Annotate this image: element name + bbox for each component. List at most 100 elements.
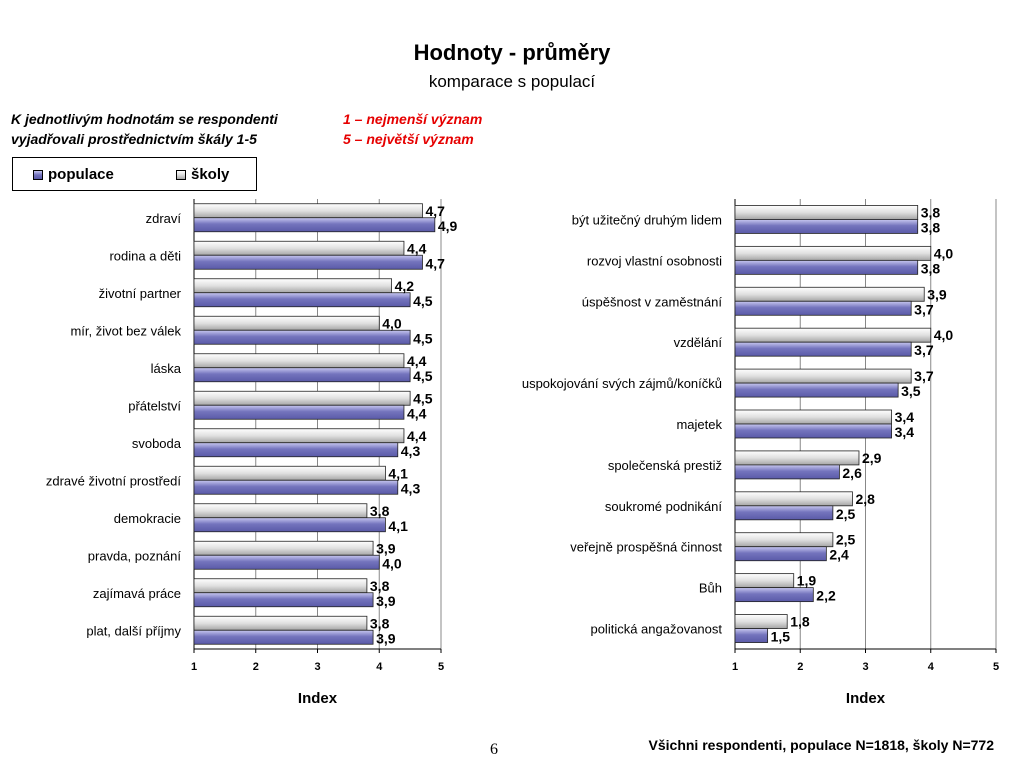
- category-label-left: životní partner: [99, 286, 182, 301]
- scale-note-right-line1: 1 – nejmenší význam: [343, 111, 483, 127]
- category-label-left: zajímavá práce: [93, 586, 181, 601]
- scale-note-left: K jednotlivým hodnotám se respondenti vy…: [11, 109, 333, 149]
- category-label-left: svoboda: [132, 436, 182, 451]
- bar-populace-right: [734, 341, 912, 357]
- legend-item-populace: populace: [33, 166, 114, 183]
- bar-skoly-left: [193, 390, 411, 406]
- category-label-left: pravda, poznání: [88, 548, 182, 563]
- x-tick-label-left: 5: [438, 661, 444, 673]
- category-label-left: zdravé životní prostředí: [46, 473, 182, 488]
- bar-populace-right: [734, 219, 919, 234]
- category-label-right: společenská prestiž: [608, 458, 722, 473]
- category-label-left: zdraví: [146, 211, 182, 226]
- scale-note-right-line2: 5 – největší význam: [343, 131, 474, 147]
- bar-skoly-left: [193, 615, 368, 631]
- category-label-right: vzdělání: [674, 335, 723, 350]
- category-label-right: úspěšnost v zaměstnání: [582, 294, 723, 309]
- category-label-right: Bůh: [699, 581, 722, 596]
- data-label-populace-left: 4,9: [438, 218, 458, 234]
- x-tick-label-right: 2: [797, 661, 803, 673]
- data-label-skoly-left: 4,5: [413, 390, 433, 406]
- data-label-skoly-right: 3,7: [914, 368, 934, 384]
- x-axis-title-right: Index: [846, 690, 886, 707]
- x-tick-label-right: 1: [732, 661, 738, 673]
- legend-item-skoly: školy: [176, 166, 229, 183]
- data-label-skoly-right: 2,9: [862, 450, 882, 466]
- data-label-skoly-right: 3,4: [895, 409, 915, 425]
- bar-populace-left: [193, 592, 374, 608]
- data-label-skoly-left: 3,8: [370, 578, 390, 594]
- category-label-right: uspokojování svých zájmů/koníčků: [522, 376, 722, 391]
- data-label-populace-right: 2,4: [829, 547, 849, 563]
- page-title: Hodnoty - průměry: [413, 40, 611, 65]
- data-label-skoly-right: 4,0: [934, 245, 954, 261]
- bar-populace-right: [734, 423, 893, 439]
- bar-populace-right: [734, 382, 899, 398]
- data-label-populace-left: 4,3: [401, 443, 421, 459]
- bar-skoly-left: [193, 203, 423, 219]
- data-label-populace-left: 3,9: [376, 593, 396, 609]
- bar-populace-left: [193, 367, 411, 383]
- bar-skoly-right: [734, 205, 919, 220]
- data-label-populace-right: 3,8: [921, 260, 941, 276]
- bar-populace-right: [734, 259, 919, 275]
- x-tick-label-right: 4: [928, 661, 935, 673]
- bar-skoly-left: [193, 240, 405, 256]
- data-label-skoly-left: 3,9: [376, 540, 396, 556]
- data-label-skoly-right: 1,8: [790, 614, 810, 630]
- bar-skoly-right: [734, 614, 788, 629]
- bar-populace-left: [193, 329, 411, 345]
- data-label-skoly-left: 4,4: [407, 428, 427, 444]
- bar-skoly-left: [193, 353, 405, 369]
- legend-swatch-populace: [33, 169, 43, 180]
- data-label-populace-right: 2,5: [836, 506, 856, 522]
- bar-skoly-right: [734, 286, 925, 302]
- bar-populace-left: [193, 479, 399, 495]
- bar-populace-left: [193, 517, 386, 533]
- legend-label-populace: populace: [48, 166, 114, 183]
- legend-label-skoly: školy: [191, 166, 230, 183]
- bar-populace-right: [734, 464, 840, 480]
- data-label-populace-left: 4,4: [407, 405, 427, 421]
- category-label-right: soukromé podnikání: [605, 499, 722, 514]
- x-tick-label-left: 3: [314, 661, 320, 673]
- bar-skoly-left: [193, 540, 374, 556]
- data-label-skoly-left: 4,4: [407, 240, 427, 256]
- bar-populace-right: [734, 628, 769, 643]
- data-label-populace-left: 4,5: [413, 293, 433, 309]
- bar-skoly-right: [734, 327, 932, 343]
- bar-populace-left: [193, 554, 380, 570]
- data-label-skoly-left: 3,8: [370, 615, 390, 631]
- bar-skoly-left: [193, 278, 393, 294]
- bar-populace-left: [193, 254, 423, 270]
- bar-skoly-right: [734, 368, 912, 384]
- data-label-populace-left: 4,0: [382, 555, 402, 571]
- legend-swatch-skoly: [176, 169, 186, 180]
- page-number: 6: [490, 741, 498, 758]
- data-label-populace-right: 1,5: [771, 629, 791, 645]
- bar-skoly-right: [734, 573, 795, 589]
- category-label-right: majetek: [676, 417, 722, 432]
- data-label-skoly-right: 2,8: [855, 491, 875, 507]
- data-label-skoly-right: 3,8: [921, 204, 941, 220]
- category-label-left: rodina a děti: [109, 248, 181, 263]
- data-label-populace-right: 3,7: [914, 301, 934, 317]
- bar-populace-right: [734, 587, 814, 603]
- category-label-left: láska: [151, 361, 182, 376]
- bar-populace-left: [193, 217, 436, 233]
- data-label-skoly-left: 4,4: [407, 353, 427, 369]
- data-label-skoly-left: 4,2: [395, 278, 415, 294]
- bar-populace-right: [734, 546, 827, 562]
- data-label-skoly-left: 4,7: [425, 203, 445, 219]
- data-label-populace-left: 4,5: [413, 330, 433, 346]
- bar-populace-right: [734, 300, 912, 316]
- bar-skoly-left: [193, 428, 405, 444]
- data-label-skoly-right: 2,5: [836, 532, 856, 548]
- bar-skoly-left: [193, 503, 368, 519]
- bar-populace-left: [193, 442, 399, 458]
- bar-skoly-left: [193, 465, 386, 481]
- x-axis-title-left: Index: [298, 690, 338, 707]
- category-label-left: plat, další příjmy: [86, 623, 181, 638]
- data-label-skoly-right: 3,9: [927, 286, 947, 302]
